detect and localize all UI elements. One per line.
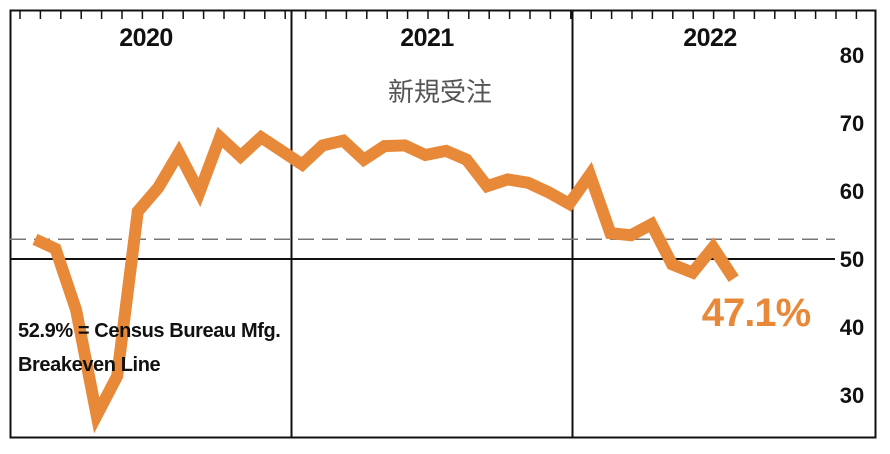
y-tick-label-80: 80 <box>840 43 864 68</box>
y-tick-label-40: 40 <box>840 315 864 340</box>
reference-note-line1: 52.9% = Census Bureau Mfg. <box>18 320 280 342</box>
year-label-2021: 2021 <box>400 24 454 52</box>
year-label-2020: 2020 <box>119 24 173 52</box>
y-tick-label-50: 50 <box>840 247 864 272</box>
y-tick-label-60: 60 <box>840 179 864 204</box>
year-label-2022: 2022 <box>683 24 737 52</box>
plot-frame <box>9 9 877 439</box>
chart-title: 新規受注 <box>388 78 492 108</box>
series-line-new-orders <box>32 126 739 434</box>
y-axis-tick-labels: 80 70 60 50 40 30 <box>840 43 864 408</box>
y-tick-label-30: 30 <box>840 383 864 408</box>
y-tick-label-70: 70 <box>840 111 864 136</box>
latest-value-label: 47.1% <box>702 291 811 335</box>
reference-note-line2: Breakeven Line <box>18 354 161 376</box>
top-tick-marks <box>19 10 858 19</box>
